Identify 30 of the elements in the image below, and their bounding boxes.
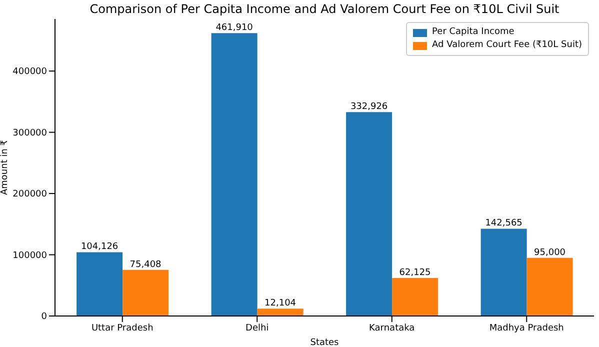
data-label: 104,126 [80,242,118,252]
data-label: 332,926 [350,102,388,112]
bar [346,112,392,316]
data-label: 142,565 [485,218,522,229]
data-label: 75,408 [130,260,162,270]
data-label: 12,104 [264,298,296,309]
bar [480,228,527,316]
chart-title: Comparison of Per Capita Income and Ad Valorem Court Fee on ₹10L Civil Suit [88,2,560,16]
bar [392,278,438,316]
y-axis-title: Amount in ₹ [0,140,10,196]
legend-label: Ad Valorem Court Fee (₹10L Suit) [432,39,582,52]
y-tick-label: 200000 [12,190,48,200]
x-tick-label: Uttar Pradesh [91,323,154,334]
x-tick-label: Karnataka [369,323,415,334]
x-tick-label: Madhya Pradesh [489,323,564,334]
y-tick-label: 0 [41,312,48,322]
legend-label: Per Capita Income [432,26,514,39]
data-label: 95,000 [534,248,566,258]
bar [122,270,169,316]
data-label: 461,910 [216,23,254,34]
bar [211,33,258,316]
y-tick-label: 300000 [12,128,48,138]
y-tick-label: 100000 [12,250,48,261]
x-axis-title: States [310,338,340,347]
x-tick-label: Delhi [246,323,269,334]
bar [257,308,304,316]
data-label: 62,125 [399,268,431,278]
bar [76,252,123,316]
bar [526,258,573,316]
y-tick-label: 400000 [12,67,48,78]
